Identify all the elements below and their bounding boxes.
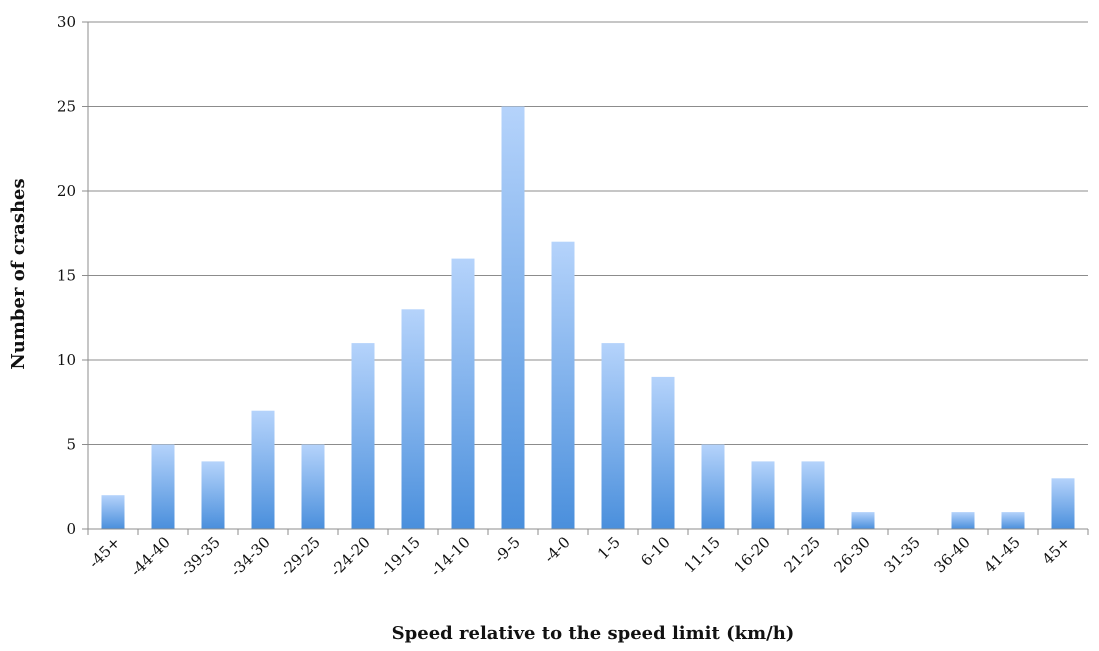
y-tick-label: 10	[57, 351, 76, 369]
x-tick-label: 6-10	[637, 533, 674, 570]
x-axis-title: Speed relative to the speed limit (km/h)	[392, 623, 795, 644]
bar	[1001, 512, 1025, 529]
x-tick-label: 1-5	[594, 533, 624, 563]
bar	[201, 461, 225, 529]
x-tick-label: -14-10	[427, 533, 474, 580]
x-tick-label: 11-15	[681, 533, 724, 576]
x-tick-label: -45+	[85, 533, 124, 572]
axes	[87, 22, 1088, 530]
x-tick-label: 41-45	[981, 533, 1024, 576]
bar	[751, 461, 775, 529]
x-tick-label: -4-0	[540, 533, 573, 566]
bar	[301, 444, 325, 529]
y-tick-label: 5	[66, 436, 76, 454]
x-tick-label: -44-40	[127, 533, 174, 580]
bar	[1051, 478, 1075, 529]
bar	[251, 410, 275, 529]
bar	[801, 461, 825, 529]
x-tick-label: -24-20	[327, 533, 374, 580]
bar	[451, 258, 475, 529]
x-tick-label: 16-20	[731, 533, 774, 576]
bar	[701, 444, 725, 529]
x-tick-label: -19-15	[377, 533, 424, 580]
y-tick-label: 0	[66, 520, 76, 538]
x-tick-label: -29-25	[277, 533, 324, 580]
bar	[551, 241, 575, 529]
y-tick-label: 20	[57, 182, 76, 200]
bar	[151, 444, 175, 529]
bar	[401, 309, 425, 529]
bar	[651, 376, 675, 529]
bar	[101, 495, 125, 529]
bar	[351, 343, 375, 529]
y-tick-labels: 0 5 10 15 20 25 30	[57, 13, 76, 538]
y-tick-label: 15	[57, 267, 76, 285]
bar	[851, 512, 875, 529]
y-tick-label: 25	[57, 98, 76, 116]
x-tick-label: -9-5	[490, 533, 523, 566]
bar	[601, 343, 625, 529]
gridlines	[82, 21, 1089, 535]
x-tick-label: 31-35	[881, 533, 924, 576]
x-tick-label: 36-40	[931, 533, 974, 576]
x-tick-labels: -45+ -44-40 -39-35 -34-30 -29-25 -24-20 -19-15…	[85, 533, 1074, 580]
bars	[101, 106, 1075, 529]
y-axis-title: Number of crashes	[8, 178, 29, 369]
y-tick-label: 30	[57, 13, 76, 31]
bar	[501, 106, 525, 529]
x-tick-label: 21-25	[781, 533, 824, 576]
x-tick-label: -39-35	[177, 533, 224, 580]
x-tick-label: 26-30	[831, 533, 874, 576]
bar	[951, 512, 975, 529]
x-tick-label: -34-30	[227, 533, 274, 580]
x-tick-label: 45+	[1039, 533, 1074, 568]
